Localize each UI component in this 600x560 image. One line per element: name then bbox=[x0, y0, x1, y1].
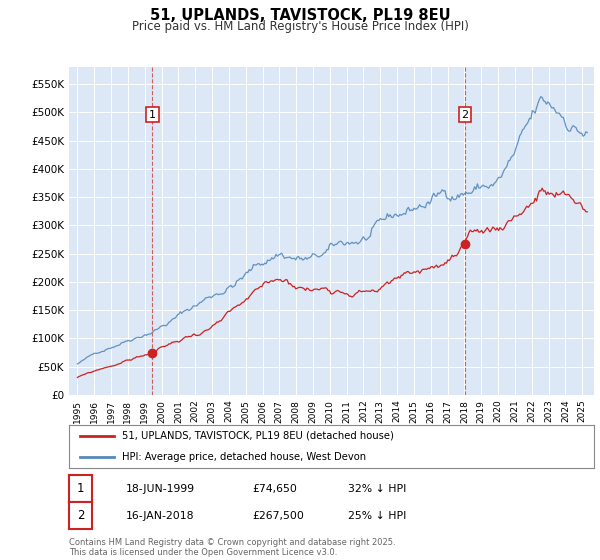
Text: 51, UPLANDS, TAVISTOCK, PL19 8EU: 51, UPLANDS, TAVISTOCK, PL19 8EU bbox=[149, 8, 451, 24]
Text: 16-JAN-2018: 16-JAN-2018 bbox=[126, 511, 194, 521]
Text: 2: 2 bbox=[461, 110, 469, 120]
Text: 1: 1 bbox=[77, 482, 84, 496]
Text: £267,500: £267,500 bbox=[252, 511, 304, 521]
Text: 1: 1 bbox=[149, 110, 156, 120]
Text: Contains HM Land Registry data © Crown copyright and database right 2025.
This d: Contains HM Land Registry data © Crown c… bbox=[69, 538, 395, 557]
Text: £74,650: £74,650 bbox=[252, 484, 297, 494]
Text: Price paid vs. HM Land Registry's House Price Index (HPI): Price paid vs. HM Land Registry's House … bbox=[131, 20, 469, 32]
Text: HPI: Average price, detached house, West Devon: HPI: Average price, detached house, West… bbox=[121, 452, 365, 462]
Text: 2: 2 bbox=[77, 509, 84, 522]
Text: 25% ↓ HPI: 25% ↓ HPI bbox=[348, 511, 406, 521]
Text: 18-JUN-1999: 18-JUN-1999 bbox=[126, 484, 195, 494]
Text: 51, UPLANDS, TAVISTOCK, PL19 8EU (detached house): 51, UPLANDS, TAVISTOCK, PL19 8EU (detach… bbox=[121, 431, 394, 441]
Text: 32% ↓ HPI: 32% ↓ HPI bbox=[348, 484, 406, 494]
